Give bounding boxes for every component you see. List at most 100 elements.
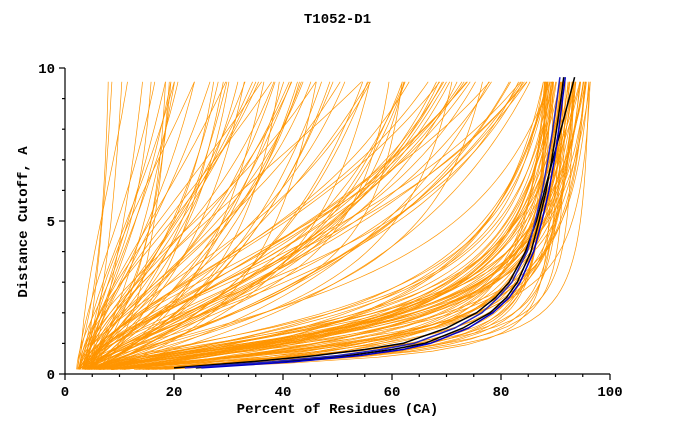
ensemble-curve	[83, 81, 276, 370]
axes	[59, 67, 611, 380]
ensemble-curve	[98, 81, 554, 370]
ensemble-curve	[78, 81, 246, 370]
ensemble-curve	[86, 81, 257, 370]
ensemble-curve	[85, 81, 554, 370]
ensemble-curve	[79, 81, 403, 370]
ensemble-curve	[91, 81, 302, 370]
ensemble-curve	[90, 81, 300, 370]
ensemble-curve	[84, 81, 346, 370]
ensemble-curve	[89, 81, 230, 370]
ensemble-curve	[88, 81, 447, 370]
ensemble-curve	[145, 81, 562, 370]
ensemble-curve	[98, 81, 591, 370]
curves-layer	[76, 77, 591, 370]
ensemble-curve	[84, 81, 293, 370]
ensemble-curve	[81, 81, 524, 370]
ensemble-curve	[76, 81, 109, 370]
ensemble-curve	[90, 81, 528, 370]
ensemble-curve	[103, 81, 574, 370]
y-tick-label: 10	[38, 62, 55, 78]
ensemble-curve	[86, 81, 512, 370]
ensemble-curve	[99, 81, 554, 370]
ensemble-curve	[91, 81, 371, 370]
ensemble-curve	[115, 81, 548, 370]
ensemble-curve	[78, 81, 471, 370]
ensemble-curve	[84, 81, 113, 370]
ensemble-curve	[124, 81, 581, 370]
ensemble-curve	[102, 81, 582, 370]
highlight-curve-selected-model-blue-2	[184, 77, 561, 369]
y-axis-label: Distance Cutoff, A	[16, 146, 32, 298]
ensemble-curve	[83, 81, 175, 370]
ensemble-curve	[159, 81, 564, 370]
ensemble-curve	[82, 81, 166, 370]
ensemble-curve	[83, 81, 467, 370]
ensemble-curve	[94, 81, 280, 370]
x-tick-label: 100	[597, 385, 622, 401]
highlight-curve-best-model-black-1	[195, 77, 565, 369]
ensemble-curve	[121, 81, 546, 370]
ensemble-curve	[112, 81, 574, 370]
ensemble-curve	[77, 81, 156, 370]
ensemble-curve	[99, 81, 551, 370]
ensemble-curve	[87, 81, 228, 370]
y-tick-label: 0	[47, 368, 55, 384]
ensemble-curve	[83, 81, 262, 370]
ensemble-curve	[155, 81, 546, 370]
ensemble-curve	[88, 81, 468, 370]
ensemble-curve	[97, 81, 364, 370]
ensemble-curve	[78, 81, 519, 370]
ensemble-curve	[99, 81, 317, 370]
ensemble-curve	[151, 81, 590, 370]
y-tick-label: 5	[47, 215, 55, 231]
ensemble-curve	[96, 81, 551, 370]
ensemble-curve	[113, 81, 566, 370]
ensemble-curve	[91, 81, 510, 370]
ensemble-curve	[91, 81, 483, 370]
ensemble-curve	[88, 81, 492, 370]
x-tick-label: 60	[384, 385, 401, 401]
ensemble-curve	[83, 81, 525, 370]
ensemble-curve	[84, 81, 544, 370]
ensemble-curve	[84, 81, 195, 370]
ensemble-curve	[79, 81, 259, 370]
ensemble-curve	[87, 81, 445, 370]
ensemble-curve	[90, 81, 290, 370]
x-tick-label: 40	[275, 385, 292, 401]
ensemble-curve	[83, 81, 312, 370]
highlight-curve-selected-model-blue-1	[201, 77, 567, 369]
ensemble-curve	[80, 81, 128, 370]
ensemble-curve	[87, 81, 465, 370]
ensemble-curve	[95, 81, 285, 370]
ensemble-curve	[99, 81, 490, 370]
x-tick-label: 80	[493, 385, 510, 401]
ensemble-curve	[85, 81, 253, 370]
ensemble-curve	[90, 81, 166, 370]
x-tick-label: 0	[61, 385, 69, 401]
chart-title: T1052-D1	[303, 12, 372, 28]
ensemble-curve	[81, 81, 527, 370]
x-axis-label: Percent of Residues (CA)	[236, 402, 439, 418]
ensemble-curve	[89, 81, 429, 370]
ensemble-curve	[88, 81, 195, 370]
ensemble-curve	[87, 81, 406, 370]
ensemble-curve	[138, 81, 576, 370]
ensemble-curve	[86, 81, 298, 370]
ensemble-curve	[85, 81, 437, 370]
x-tick-label: 20	[166, 385, 183, 401]
ensemble-curve	[111, 81, 544, 370]
ensemble-curve	[98, 81, 170, 370]
ensemble-curve	[84, 81, 172, 370]
ensemble-curve	[102, 81, 531, 370]
ensemble-curve	[83, 81, 211, 370]
ensemble-curve	[81, 81, 551, 370]
ensemble-curve	[86, 81, 458, 370]
ensemble-curve	[87, 81, 463, 370]
ensemble-curve	[101, 81, 549, 370]
ensemble-curve	[92, 81, 331, 370]
ensemble-curve	[79, 81, 371, 370]
ensemble-curve	[102, 81, 557, 370]
ensemble-curve	[84, 81, 390, 370]
